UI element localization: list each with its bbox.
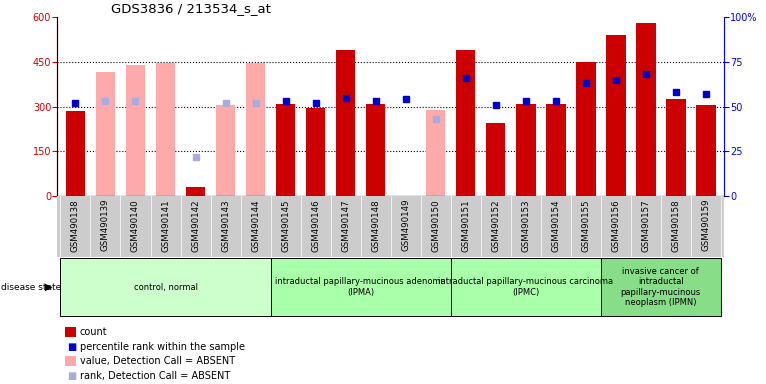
Text: GDS3836 / 213534_s_at: GDS3836 / 213534_s_at	[111, 2, 270, 15]
Text: GSM490152: GSM490152	[491, 199, 500, 252]
Text: GSM490144: GSM490144	[251, 199, 260, 252]
Text: GSM490151: GSM490151	[461, 199, 470, 252]
Text: GSM490145: GSM490145	[281, 199, 290, 252]
Text: GSM490143: GSM490143	[221, 199, 230, 252]
Bar	[516, 104, 535, 196]
Text: GSM490153: GSM490153	[521, 199, 530, 252]
Text: GSM490141: GSM490141	[161, 199, 170, 252]
Text: GSM490158: GSM490158	[671, 199, 680, 252]
FancyBboxPatch shape	[270, 258, 450, 316]
Text: GSM490150: GSM490150	[431, 199, 440, 252]
Text: ■: ■	[67, 371, 76, 381]
Bar	[306, 108, 326, 196]
Bar	[96, 72, 115, 196]
Text: GSM490157: GSM490157	[641, 199, 650, 252]
Bar	[246, 63, 265, 196]
Bar	[155, 63, 175, 196]
Bar	[546, 104, 565, 196]
Bar	[216, 105, 235, 196]
Text: GSM490156: GSM490156	[611, 199, 620, 252]
Text: GSM490146: GSM490146	[311, 199, 320, 252]
Bar	[186, 187, 205, 196]
Text: ■: ■	[67, 342, 76, 352]
Bar	[276, 104, 296, 196]
Text: GSM490147: GSM490147	[341, 199, 350, 252]
FancyBboxPatch shape	[450, 258, 601, 316]
Text: percentile rank within the sample: percentile rank within the sample	[80, 342, 244, 352]
Text: rank, Detection Call = ABSENT: rank, Detection Call = ABSENT	[80, 371, 230, 381]
FancyBboxPatch shape	[601, 258, 721, 316]
Text: intraductal papillary-mucinous adenoma
(IPMA): intraductal papillary-mucinous adenoma (…	[275, 277, 446, 297]
Text: GSM490154: GSM490154	[552, 199, 560, 252]
Text: GSM490139: GSM490139	[101, 199, 110, 252]
Text: GSM490159: GSM490159	[702, 199, 710, 252]
Text: disease state: disease state	[1, 283, 61, 291]
Text: invasive cancer of
intraductal
papillary-mucinous
neoplasm (IPMN): invasive cancer of intraductal papillary…	[620, 267, 701, 307]
Bar	[66, 111, 85, 196]
Bar	[336, 50, 355, 196]
FancyBboxPatch shape	[61, 258, 270, 316]
Text: value, Detection Call = ABSENT: value, Detection Call = ABSENT	[80, 356, 235, 366]
Text: GSM490138: GSM490138	[71, 199, 80, 252]
Bar	[366, 104, 385, 196]
Text: GSM490148: GSM490148	[372, 199, 380, 252]
Bar	[486, 123, 506, 196]
Text: count: count	[80, 327, 107, 337]
Bar	[576, 62, 595, 196]
Bar	[696, 105, 715, 196]
Bar	[426, 109, 446, 196]
Text: GSM490140: GSM490140	[131, 199, 140, 252]
Text: GSM490155: GSM490155	[581, 199, 591, 252]
Text: intraductal papillary-mucinous carcinoma
(IPMC): intraductal papillary-mucinous carcinoma…	[438, 277, 614, 297]
Text: ▶: ▶	[44, 282, 52, 292]
Bar	[126, 65, 146, 196]
Text: GSM490142: GSM490142	[191, 199, 200, 252]
Bar	[666, 99, 686, 196]
Bar	[606, 35, 626, 196]
Text: control, normal: control, normal	[133, 283, 198, 291]
Bar	[636, 23, 656, 196]
Text: GSM490149: GSM490149	[401, 199, 410, 252]
Bar	[456, 50, 476, 196]
